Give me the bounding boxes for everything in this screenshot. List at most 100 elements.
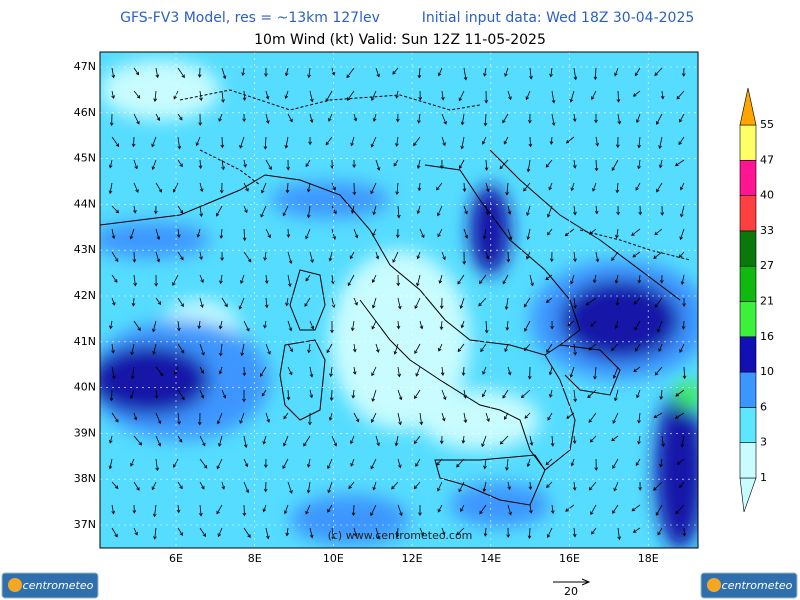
wind-arrow xyxy=(393,159,399,167)
wind-arrow xyxy=(111,366,116,380)
wind-arrow xyxy=(438,343,443,352)
wind-arrow xyxy=(504,412,509,420)
wind-arrow xyxy=(569,366,575,378)
wind-arrow xyxy=(680,205,685,218)
wind-arrow xyxy=(133,205,137,214)
wind-arrow xyxy=(153,205,158,215)
wind-arrow xyxy=(287,343,293,353)
wind-arrow xyxy=(548,366,553,376)
wind-arrow xyxy=(481,136,487,145)
wind-arrow xyxy=(545,458,553,466)
wind-arrow xyxy=(111,412,119,423)
wind-arrow xyxy=(331,435,338,447)
wind-arrow xyxy=(309,113,314,123)
map-frame xyxy=(99,51,699,549)
wind-arrow xyxy=(216,458,223,470)
wind-arrow xyxy=(331,274,335,285)
wind-arrow xyxy=(219,274,223,285)
wind-arrow xyxy=(441,90,445,101)
field-patch xyxy=(100,60,220,120)
wind-arrow xyxy=(397,412,402,426)
wind-arrow xyxy=(458,481,465,493)
field-patch xyxy=(470,185,510,275)
coastline xyxy=(489,149,681,301)
wind-arrow xyxy=(264,67,268,77)
wind-arrow xyxy=(371,297,377,309)
wind-arrow xyxy=(528,136,533,148)
wind-arrow xyxy=(391,481,399,490)
wind-arrow xyxy=(638,205,643,216)
wind-arrow xyxy=(392,251,399,263)
colorbar-segment xyxy=(739,195,757,232)
wind-arrow xyxy=(397,458,402,469)
logo-icon xyxy=(8,578,22,592)
wind-arrow xyxy=(483,458,487,470)
wind-arrow xyxy=(396,274,401,287)
wind-arrow xyxy=(676,90,685,100)
wind-arrow xyxy=(263,320,267,329)
wind-arrow xyxy=(567,320,575,326)
wind-arrow xyxy=(507,228,513,241)
wind-arrow xyxy=(307,343,311,354)
wind-arrow xyxy=(330,320,334,334)
wind-arrow xyxy=(572,481,577,491)
wind-arrow xyxy=(547,228,553,236)
wind-arrow xyxy=(660,90,665,100)
wind-arrow xyxy=(173,458,179,468)
wind-arrow xyxy=(219,182,224,194)
wind-arrow xyxy=(199,343,205,356)
lon-label: 12E xyxy=(402,552,423,565)
lat-label: 42N xyxy=(74,289,96,302)
wind-arrow xyxy=(239,412,245,424)
wind-arrow xyxy=(325,136,333,146)
wind-arrow xyxy=(546,527,553,538)
wind-arrow xyxy=(417,113,421,124)
wind-arrow xyxy=(616,205,621,216)
wind-arrow xyxy=(614,67,619,77)
wind-arrow xyxy=(656,320,663,333)
wind-arrow xyxy=(217,527,223,538)
wind-arrow xyxy=(129,228,135,240)
wind-arrow xyxy=(682,297,686,307)
wind-arrow xyxy=(679,228,685,241)
wind-arrow xyxy=(680,274,685,286)
wind-arrow xyxy=(109,389,114,402)
wind-arrow xyxy=(482,481,487,493)
wind-arrow xyxy=(152,320,157,333)
wind-arrow xyxy=(371,320,377,330)
wind-arrow xyxy=(657,527,663,536)
wind-arrow xyxy=(638,481,642,491)
wind-arrow xyxy=(679,343,685,353)
wind-arrow xyxy=(678,251,685,258)
wind-arrow xyxy=(372,205,377,216)
colorbar-segment xyxy=(739,301,757,338)
wind-arrow xyxy=(242,366,247,377)
wind-arrow xyxy=(614,389,619,402)
lon-label: 14E xyxy=(480,552,501,565)
wind-arrow xyxy=(682,527,687,537)
wind-arrow xyxy=(177,527,183,536)
wind-arrow xyxy=(565,136,575,144)
wind-arrow xyxy=(397,297,402,310)
wind-arrow xyxy=(460,504,465,512)
wind-arrow xyxy=(370,182,377,195)
colorbar-label: 3 xyxy=(760,436,767,449)
lat-label: 39N xyxy=(74,426,96,439)
border xyxy=(179,89,481,111)
wind-arrow xyxy=(504,297,509,311)
wind-arrow xyxy=(395,228,400,239)
wind-arrow xyxy=(370,136,377,148)
colorbar-label: 47 xyxy=(760,153,774,166)
wind-arrow xyxy=(243,435,248,448)
wind-arrow xyxy=(328,113,333,122)
wind-arrow xyxy=(523,297,531,308)
wind-arrow xyxy=(176,228,181,238)
wind-arrow xyxy=(331,182,336,191)
colorbar-label: 10 xyxy=(760,365,774,378)
wind-arrow xyxy=(177,297,184,308)
wind-arrow xyxy=(111,504,116,515)
wind-arrow xyxy=(590,320,597,327)
lon-label: 16E xyxy=(559,552,580,565)
wind-arrow xyxy=(111,343,115,354)
wind-arrow xyxy=(502,389,509,399)
